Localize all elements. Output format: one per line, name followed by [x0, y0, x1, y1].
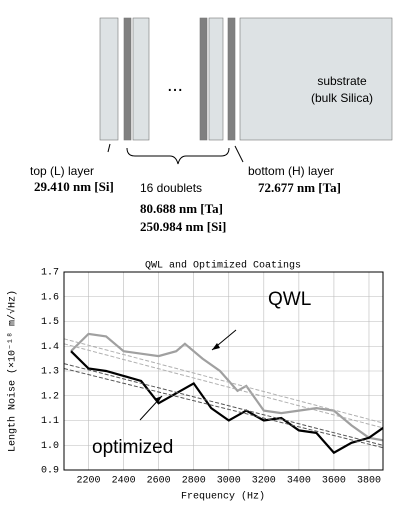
y-tick-label: 1.1	[41, 416, 59, 427]
x-tick-label: 3600	[322, 476, 346, 487]
label: substrate	[317, 74, 367, 88]
plot: 0.9 1.0 1.1 1.2 1.3 1.4 1.5 1.6 1.7 2200 2400 2600 2…	[41, 268, 384, 487]
annotation: QWL	[268, 289, 311, 310]
series-line	[63, 363, 384, 446]
y-axis-label: Length Noise (×10⁻¹⁸ m/√Hz)	[6, 290, 19, 452]
x-tick-label: 2400	[112, 476, 136, 487]
x-axis-label: Frequency (Hz)	[181, 491, 265, 503]
x-tick-label: 2800	[182, 476, 206, 487]
x-tick-label: 3400	[287, 476, 311, 487]
value: 250.984 nm [Si]	[140, 219, 226, 234]
brace	[126, 147, 230, 165]
label: top (L) layer	[30, 164, 94, 178]
arrow	[107, 143, 111, 153]
substrate	[239, 17, 393, 141]
arrowhead	[154, 396, 162, 403]
x-tick-label: 3200	[252, 476, 276, 487]
series-line	[63, 338, 384, 424]
label: bottom (H) layer	[248, 164, 334, 178]
y-tick-label: 1.0	[41, 441, 59, 452]
series-line	[70, 332, 384, 442]
h-layer	[199, 17, 208, 141]
chart-title: QWL and Optimized Coatings	[145, 260, 301, 272]
h-layer	[123, 17, 132, 141]
layer-stack	[99, 17, 393, 141]
value: 29.410 nm [Si]	[34, 179, 114, 194]
series-line	[63, 343, 384, 429]
annotation: optimized	[92, 437, 173, 458]
y-tick-label: 1.5	[41, 317, 59, 328]
bottom-layer	[227, 17, 236, 141]
l-layer	[132, 17, 150, 141]
y-tick-label: 1.7	[41, 268, 59, 279]
x-tick-label: 3800	[357, 476, 381, 487]
label: 16 doublets	[140, 181, 202, 195]
arrow	[234, 145, 244, 163]
y-tick-label: 1.4	[41, 342, 59, 353]
value: 72.677 nm [Ta]	[258, 180, 341, 195]
label: (bulk Silica)	[311, 91, 373, 105]
arrowhead	[212, 343, 220, 350]
series-line	[63, 368, 384, 449]
y-tick-label: 1.3	[41, 367, 59, 378]
y-tick-label: 1.6	[41, 292, 59, 303]
value: 80.688 nm [Ta]	[140, 201, 223, 216]
x-tick-label: 2200	[77, 476, 101, 487]
top-layer	[99, 17, 119, 141]
series-line	[70, 350, 384, 455]
plot-frame	[63, 271, 384, 471]
x-tick-label: 2600	[147, 476, 171, 487]
l-layer	[208, 17, 224, 141]
ellipsis: ...	[167, 75, 183, 96]
y-tick-label: 1.2	[41, 391, 59, 402]
y-tick-label: 0.9	[41, 466, 59, 477]
x-tick-label: 3000	[217, 476, 241, 487]
